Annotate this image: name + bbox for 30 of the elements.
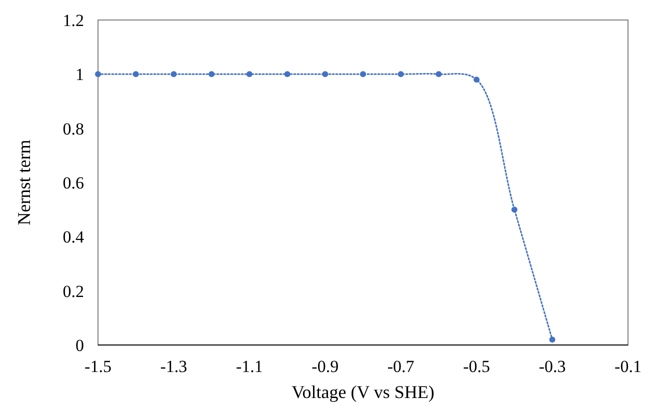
point bbox=[132, 71, 139, 78]
point bbox=[436, 71, 442, 78]
y-tick-label: 0.4 bbox=[62, 228, 84, 247]
point bbox=[398, 71, 404, 78]
x-tick-label: -0.3 bbox=[538, 357, 566, 376]
y-tick-label: 0.8 bbox=[62, 119, 84, 138]
x-tick-label: -1.1 bbox=[236, 357, 263, 376]
point bbox=[284, 71, 290, 78]
x-tick-label: -0.1 bbox=[614, 357, 642, 376]
y-tick-label: 0.6 bbox=[62, 173, 84, 192]
x-tick-label: -1.3 bbox=[160, 357, 188, 376]
point bbox=[511, 206, 518, 213]
x-tick-label: -0.9 bbox=[312, 357, 339, 376]
point bbox=[549, 336, 556, 343]
x-tick-label: -1.5 bbox=[84, 357, 112, 376]
point bbox=[170, 71, 177, 78]
y-tick-label: 1 bbox=[76, 65, 84, 84]
y-tick-label: 0 bbox=[76, 336, 84, 355]
point bbox=[360, 71, 366, 78]
x-axis-title: Voltage (V vs SHE) bbox=[292, 382, 434, 402]
x-tick-label: -0.5 bbox=[463, 357, 490, 376]
y-tick-label: 1.2 bbox=[62, 10, 84, 30]
point bbox=[95, 71, 101, 78]
point bbox=[208, 71, 215, 78]
y-axis-title: Nernst term bbox=[14, 140, 34, 226]
point bbox=[246, 71, 252, 78]
point bbox=[474, 76, 480, 83]
y-tick-label: 0.2 bbox=[62, 282, 84, 301]
x-tick-label: -0.7 bbox=[387, 357, 415, 376]
point bbox=[322, 71, 328, 78]
